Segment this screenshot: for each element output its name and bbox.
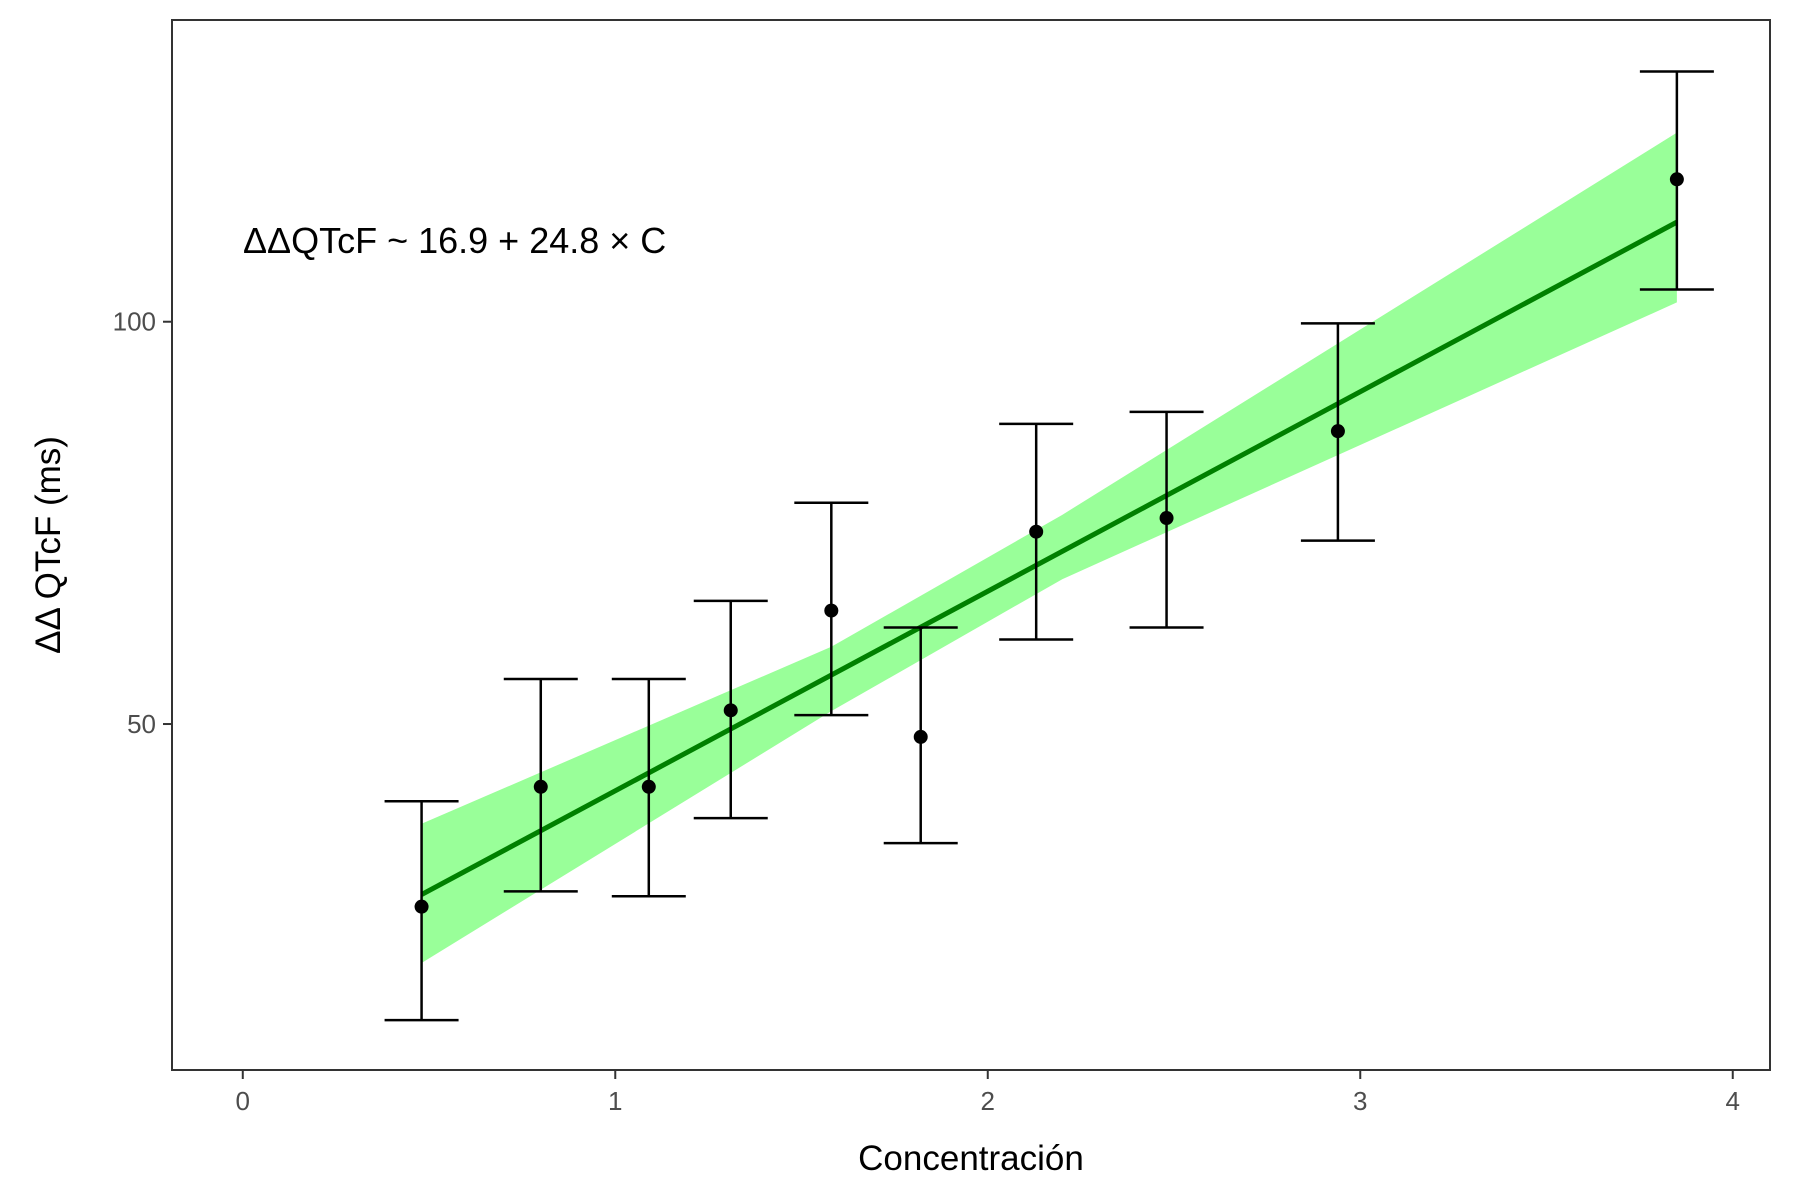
confidence-ribbon xyxy=(421,132,1677,963)
data-point xyxy=(1159,511,1174,526)
x-tick-label: 1 xyxy=(608,1086,622,1116)
data-point xyxy=(1330,424,1345,439)
x-tick-label: 0 xyxy=(236,1086,250,1116)
x-axis-title: Concentración xyxy=(858,1139,1084,1178)
data-point xyxy=(641,779,656,794)
y-tick-label: 50 xyxy=(127,709,156,739)
y-tick-label: 100 xyxy=(113,307,156,337)
data-point xyxy=(533,779,548,794)
y-axis: 50 100 xyxy=(113,307,172,739)
y-axis-title: ΔΔ QTcF (ms) xyxy=(29,436,68,654)
x-axis: 0 1 2 3 4 xyxy=(236,1070,1740,1116)
data-point xyxy=(1669,172,1684,187)
regression-equation: ΔΔQTcF ~ 16.9 + 24.8 × C xyxy=(243,220,666,261)
x-tick-label: 3 xyxy=(1353,1086,1367,1116)
data-point xyxy=(723,703,738,718)
fit-line xyxy=(420,219,1679,897)
data-point xyxy=(913,729,928,744)
confidence-ribbon-layer xyxy=(421,132,1677,963)
data-point xyxy=(1029,524,1044,539)
fit-line-layer xyxy=(420,219,1679,897)
x-tick-label: 2 xyxy=(981,1086,995,1116)
point-layer xyxy=(414,172,1684,914)
data-point xyxy=(414,899,429,914)
x-tick-label: 4 xyxy=(1726,1086,1740,1116)
data-point xyxy=(824,603,839,618)
panel-border xyxy=(171,19,1771,1071)
